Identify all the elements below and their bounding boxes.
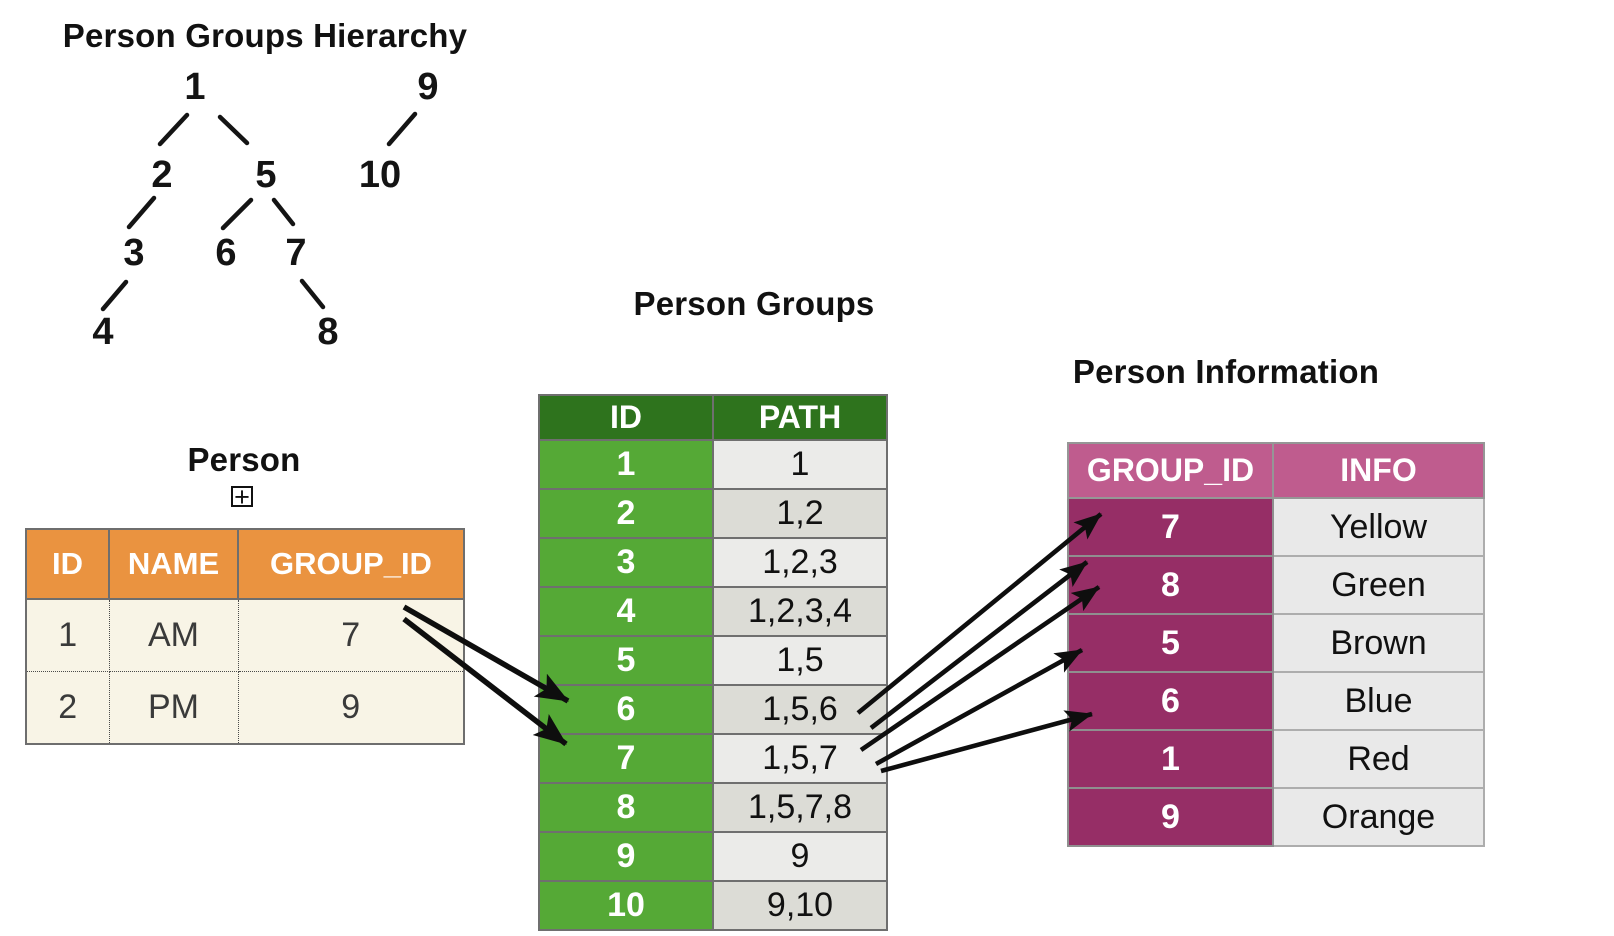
- tree-node-7: 7: [285, 232, 306, 274]
- groups-header-id: ID: [538, 394, 714, 441]
- hierarchy-tree: 1 9 2 5 10 3 6 7 4 8: [92, 66, 438, 353]
- header-row: ID PATH: [538, 394, 888, 441]
- table-row: 2 PM 9: [25, 671, 465, 745]
- person-information-title: Person Information: [1072, 353, 1380, 390]
- cell-name: PM: [108, 671, 239, 745]
- table-row: 1 AM 7: [25, 598, 465, 672]
- cell-path: 1,2,3,4: [712, 586, 888, 637]
- tree-node-6: 6: [215, 232, 236, 274]
- header-row: GROUP_ID INFO: [1067, 442, 1485, 499]
- cell-id: 7: [538, 733, 714, 784]
- info-header-group-id: GROUP_ID: [1067, 442, 1274, 499]
- cell-path: 9,10: [712, 880, 888, 931]
- cell-path: 1,5,6: [712, 684, 888, 735]
- person-header-group-id: GROUP_ID: [237, 528, 465, 600]
- arrow-path-to-info-1: [880, 710, 1093, 774]
- cell-id: 2: [538, 488, 714, 539]
- person-groups-title: Person Groups: [633, 285, 875, 322]
- person-information-table: GROUP_ID INFO 7 Yellow 8 Green 5 Brown 6 Blu…: [1067, 442, 1485, 847]
- arrow-path-to-info-5: [874, 647, 1084, 767]
- cell-path: 1,2: [712, 488, 888, 539]
- cell-path: 1,5: [712, 635, 888, 686]
- cell-info: Blue: [1272, 671, 1485, 731]
- tree-edge-1-2: [157, 112, 190, 147]
- arrow-path-to-info-7: [856, 512, 1103, 715]
- table-row: 10 9,10: [538, 880, 888, 931]
- cell-group-id: 6: [1067, 671, 1274, 731]
- cell-path: 1,5,7: [712, 733, 888, 784]
- cell-path: 9: [712, 831, 888, 882]
- tree-node-10: 10: [359, 154, 401, 196]
- cell-id: 8: [538, 782, 714, 833]
- cell-id: 10: [538, 880, 714, 931]
- cell-id: 6: [538, 684, 714, 735]
- tree-node-8: 8: [317, 311, 338, 353]
- person-header-name: NAME: [108, 528, 239, 600]
- tree-edge-3-4: [100, 279, 129, 312]
- cell-group-id: 8: [1067, 555, 1274, 615]
- tree-node-4: 4: [92, 311, 113, 353]
- cell-info: Red: [1272, 729, 1485, 789]
- table-row: 7 Yellow: [1067, 497, 1485, 557]
- cell-id: 3: [538, 537, 714, 588]
- cell-id: 1: [25, 598, 110, 672]
- cell-group-id: 9: [237, 671, 465, 745]
- cell-path: 1,2,3: [712, 537, 888, 588]
- tree-edge-1-5: [217, 114, 250, 146]
- arrow-path-to-info-8-top: [869, 560, 1089, 730]
- table-row: 7 1,5,7: [538, 733, 888, 784]
- table-row: 6 1,5,6: [538, 684, 888, 735]
- tree-node-5: 5: [255, 154, 276, 196]
- cell-group-id: 5: [1067, 613, 1274, 673]
- cell-info: Brown: [1272, 613, 1485, 673]
- tree-node-2: 2: [151, 154, 172, 196]
- groups-header-path: PATH: [712, 394, 888, 441]
- person-table: ID NAME GROUP_ID 1 AM 7 2 PM 9: [25, 528, 465, 745]
- table-row: 6 Blue: [1067, 671, 1485, 731]
- person-header-id: ID: [25, 528, 110, 600]
- table-row: 1 Red: [1067, 729, 1485, 789]
- tree-edge-5-7: [271, 197, 296, 227]
- table-row: 8 Green: [1067, 555, 1485, 615]
- tree-edge-9-10: [386, 111, 418, 147]
- tree-edge-2-3: [126, 195, 157, 230]
- table-row: 9 Orange: [1067, 787, 1485, 847]
- info-header-info: INFO: [1272, 442, 1485, 499]
- cell-info: Green: [1272, 555, 1485, 615]
- cell-id: 9: [538, 831, 714, 882]
- tree-edge-5-6: [220, 197, 254, 231]
- cell-info: Yellow: [1272, 497, 1485, 557]
- cell-group-id: 1: [1067, 729, 1274, 789]
- cell-id: 5: [538, 635, 714, 686]
- cell-path: 1,5,7,8: [712, 782, 888, 833]
- tree-node-9: 9: [417, 66, 438, 108]
- tree-node-1: 1: [184, 66, 205, 108]
- cell-group-id: 7: [1067, 497, 1274, 557]
- table-row: 8 1,5,7,8: [538, 782, 888, 833]
- table-row: 3 1,2,3: [538, 537, 888, 588]
- cell-id: 2: [25, 671, 110, 745]
- cell-id: 1: [538, 439, 714, 490]
- table-row: 5 1,5: [538, 635, 888, 686]
- cell-group-id: 7: [237, 598, 465, 672]
- header-row: ID NAME GROUP_ID: [25, 528, 465, 600]
- arrow-path-to-info-8: [859, 585, 1101, 752]
- cell-name: AM: [108, 598, 239, 672]
- tree-edge-7-8: [299, 278, 326, 310]
- expand-plus-icon[interactable]: +: [231, 486, 253, 507]
- table-row: 2 1,2: [538, 488, 888, 539]
- tree-node-3: 3: [123, 232, 144, 274]
- cell-id: 4: [538, 586, 714, 637]
- hierarchy-title: Person Groups Hierarchy: [62, 17, 468, 54]
- table-row: 4 1,2,3,4: [538, 586, 888, 637]
- table-row: 5 Brown: [1067, 613, 1485, 673]
- person-table-title: Person: [187, 441, 301, 478]
- cell-path: 1: [712, 439, 888, 490]
- cell-group-id: 9: [1067, 787, 1274, 847]
- cell-info: Orange: [1272, 787, 1485, 847]
